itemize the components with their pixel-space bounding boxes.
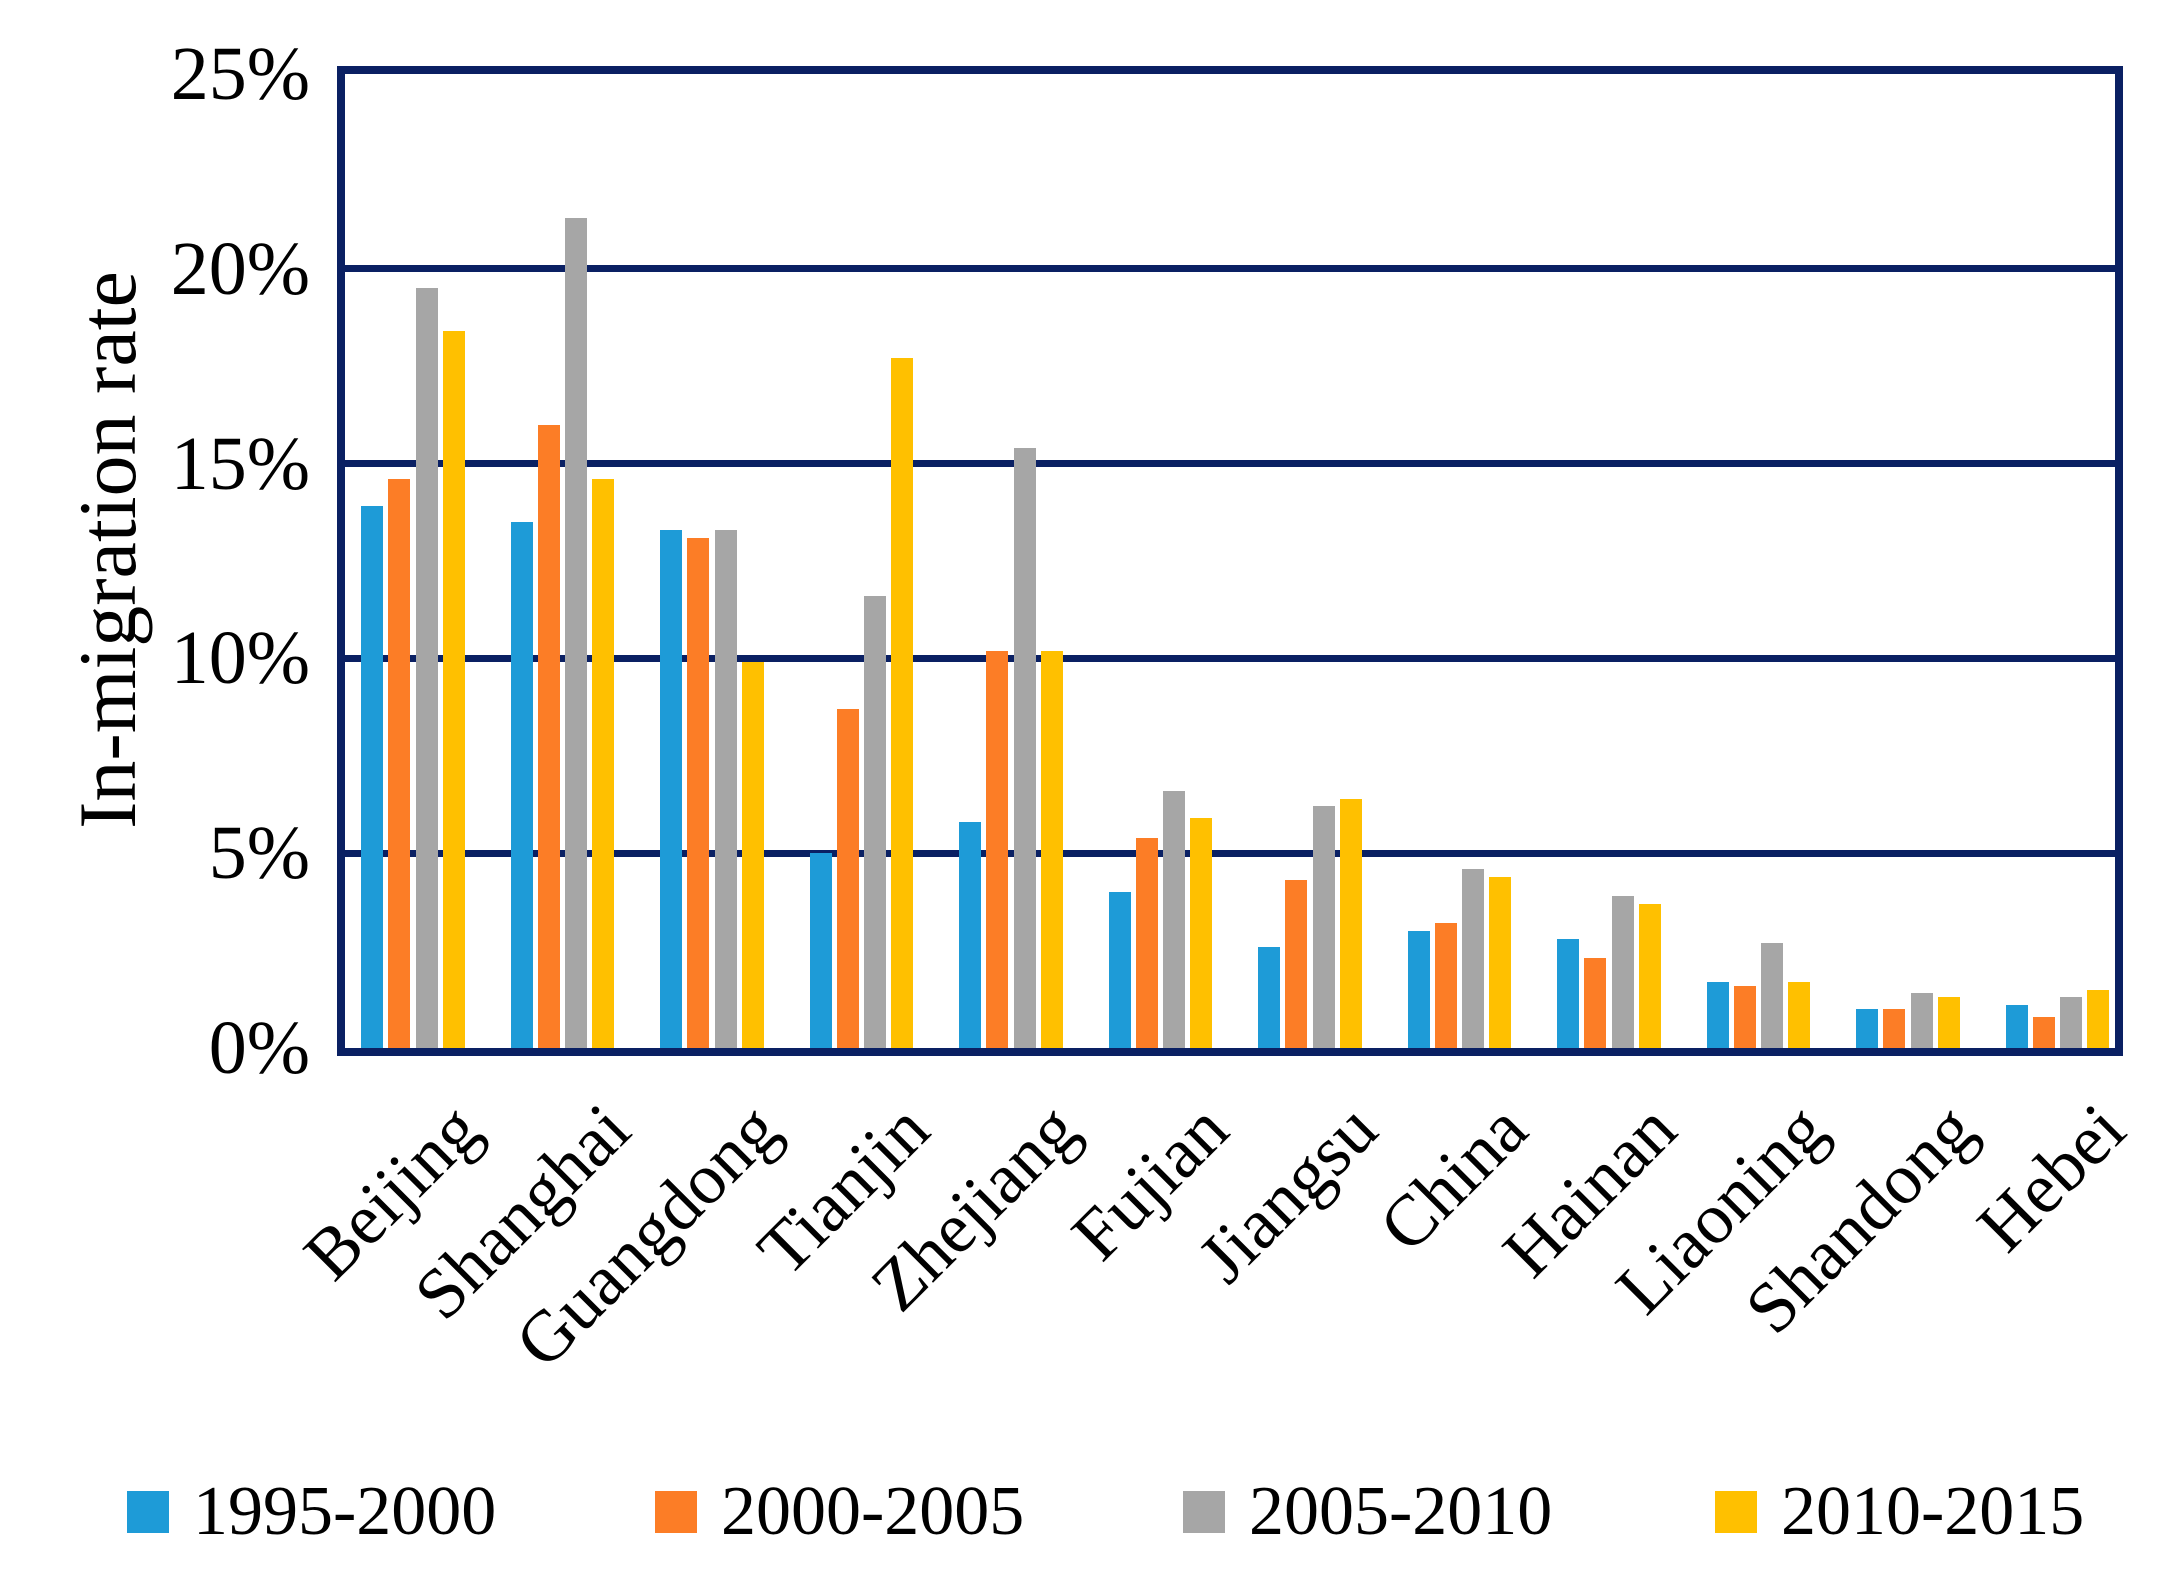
bar-guangdong-2000-2005 <box>687 537 710 1048</box>
legend-item-2000-2005: 2000-2005 <box>655 1472 1024 1552</box>
bar-shanghai-2005-2010 <box>565 218 588 1048</box>
bar-shandong-2010-2015 <box>1937 997 1960 1048</box>
bar-hainan-1995-2000 <box>1557 938 1579 1048</box>
bar-guangdong-2005-2010 <box>714 529 737 1048</box>
y-tick-25%: 25% <box>170 32 310 116</box>
y-tick-20%: 20% <box>170 226 310 311</box>
bar-fujian-2010-2015 <box>1190 818 1213 1048</box>
bar-tianjin-2010-2015 <box>891 358 914 1048</box>
bar-shanghai-2000-2005 <box>537 424 560 1048</box>
legend-swatch-2000-2005 <box>655 1491 697 1533</box>
bar-hebei-2000-2005 <box>2032 1016 2055 1048</box>
bar-tianjin-1995-2000 <box>809 853 832 1048</box>
bar-shanghai-1995-2000 <box>510 522 533 1048</box>
bar-guangdong-2010-2015 <box>741 662 764 1048</box>
gridline-15% <box>345 460 2115 468</box>
bar-fujian-2000-2005 <box>1135 837 1158 1048</box>
bar-jiangsu-2000-2005 <box>1285 880 1308 1048</box>
bar-zhejiang-2000-2005 <box>986 650 1009 1048</box>
y-tick-0%: 0% <box>208 1006 310 1090</box>
legend-label-2005-2010: 2005-2010 <box>1249 1473 1553 1550</box>
bar-china-1995-2000 <box>1407 931 1430 1048</box>
y-tick-15%: 15% <box>170 421 310 506</box>
bar-beijing-2000-2005 <box>388 479 411 1048</box>
legend-label-1995-2000: 1995-2000 <box>193 1473 497 1550</box>
gridline-20% <box>345 265 2115 273</box>
bar-jiangsu-2005-2010 <box>1312 806 1335 1048</box>
bar-china-2005-2010 <box>1462 868 1485 1048</box>
bar-beijing-2005-2010 <box>415 288 438 1048</box>
bar-zhejiang-2005-2010 <box>1013 448 1036 1048</box>
legend-swatch-1995-2000 <box>127 1491 169 1533</box>
gridline-5% <box>345 849 2115 857</box>
bar-china-2000-2005 <box>1434 923 1457 1048</box>
bar-fujian-1995-2000 <box>1108 892 1131 1048</box>
bar-jiangsu-2010-2015 <box>1339 798 1362 1048</box>
bar-hebei-2005-2010 <box>2060 997 2083 1048</box>
bar-zhejiang-2010-2015 <box>1040 650 1063 1048</box>
bar-liaoning-1995-2000 <box>1706 981 1729 1048</box>
bar-guangdong-1995-2000 <box>660 529 682 1048</box>
bar-shanghai-2010-2015 <box>592 479 615 1048</box>
bar-hainan-2010-2015 <box>1638 903 1661 1048</box>
bar-hainan-2000-2005 <box>1584 958 1607 1048</box>
legend-swatch-2005-2010 <box>1183 1491 1225 1533</box>
bar-fujian-2005-2010 <box>1163 790 1186 1048</box>
bar-hebei-1995-2000 <box>2005 1005 2028 1048</box>
plot-area <box>337 66 2123 1056</box>
bar-shandong-2000-2005 <box>1883 1009 1906 1048</box>
bar-beijing-1995-2000 <box>361 506 383 1048</box>
bar-beijing-2010-2015 <box>442 331 465 1048</box>
legend-label-2010-2015: 2010-2015 <box>1781 1473 2085 1550</box>
legend-label-2000-2005: 2000-2005 <box>721 1473 1025 1550</box>
gridline-10% <box>345 654 2115 662</box>
bar-china-2010-2015 <box>1489 876 1512 1048</box>
legend-item-2010-2015: 2010-2015 <box>1715 1472 2084 1552</box>
bar-shandong-2005-2010 <box>1910 993 1933 1048</box>
bar-zhejiang-1995-2000 <box>959 822 981 1048</box>
legend-item-1995-2000: 1995-2000 <box>127 1472 496 1552</box>
legend-item-2005-2010: 2005-2010 <box>1183 1472 1552 1552</box>
bar-tianjin-2005-2010 <box>864 596 887 1048</box>
bar-shandong-1995-2000 <box>1856 1009 1878 1048</box>
bar-hebei-2010-2015 <box>2087 989 2110 1048</box>
legend-swatch-2010-2015 <box>1715 1491 1757 1533</box>
bar-liaoning-2010-2015 <box>1788 981 1811 1048</box>
bar-liaoning-2005-2010 <box>1761 942 1784 1048</box>
bar-liaoning-2000-2005 <box>1733 985 1756 1048</box>
y-tick-10%: 10% <box>170 616 310 701</box>
bar-tianjin-2000-2005 <box>836 709 859 1048</box>
y-tick-5%: 5% <box>208 811 310 896</box>
bar-hainan-2005-2010 <box>1611 896 1634 1048</box>
bar-jiangsu-1995-2000 <box>1258 946 1280 1048</box>
